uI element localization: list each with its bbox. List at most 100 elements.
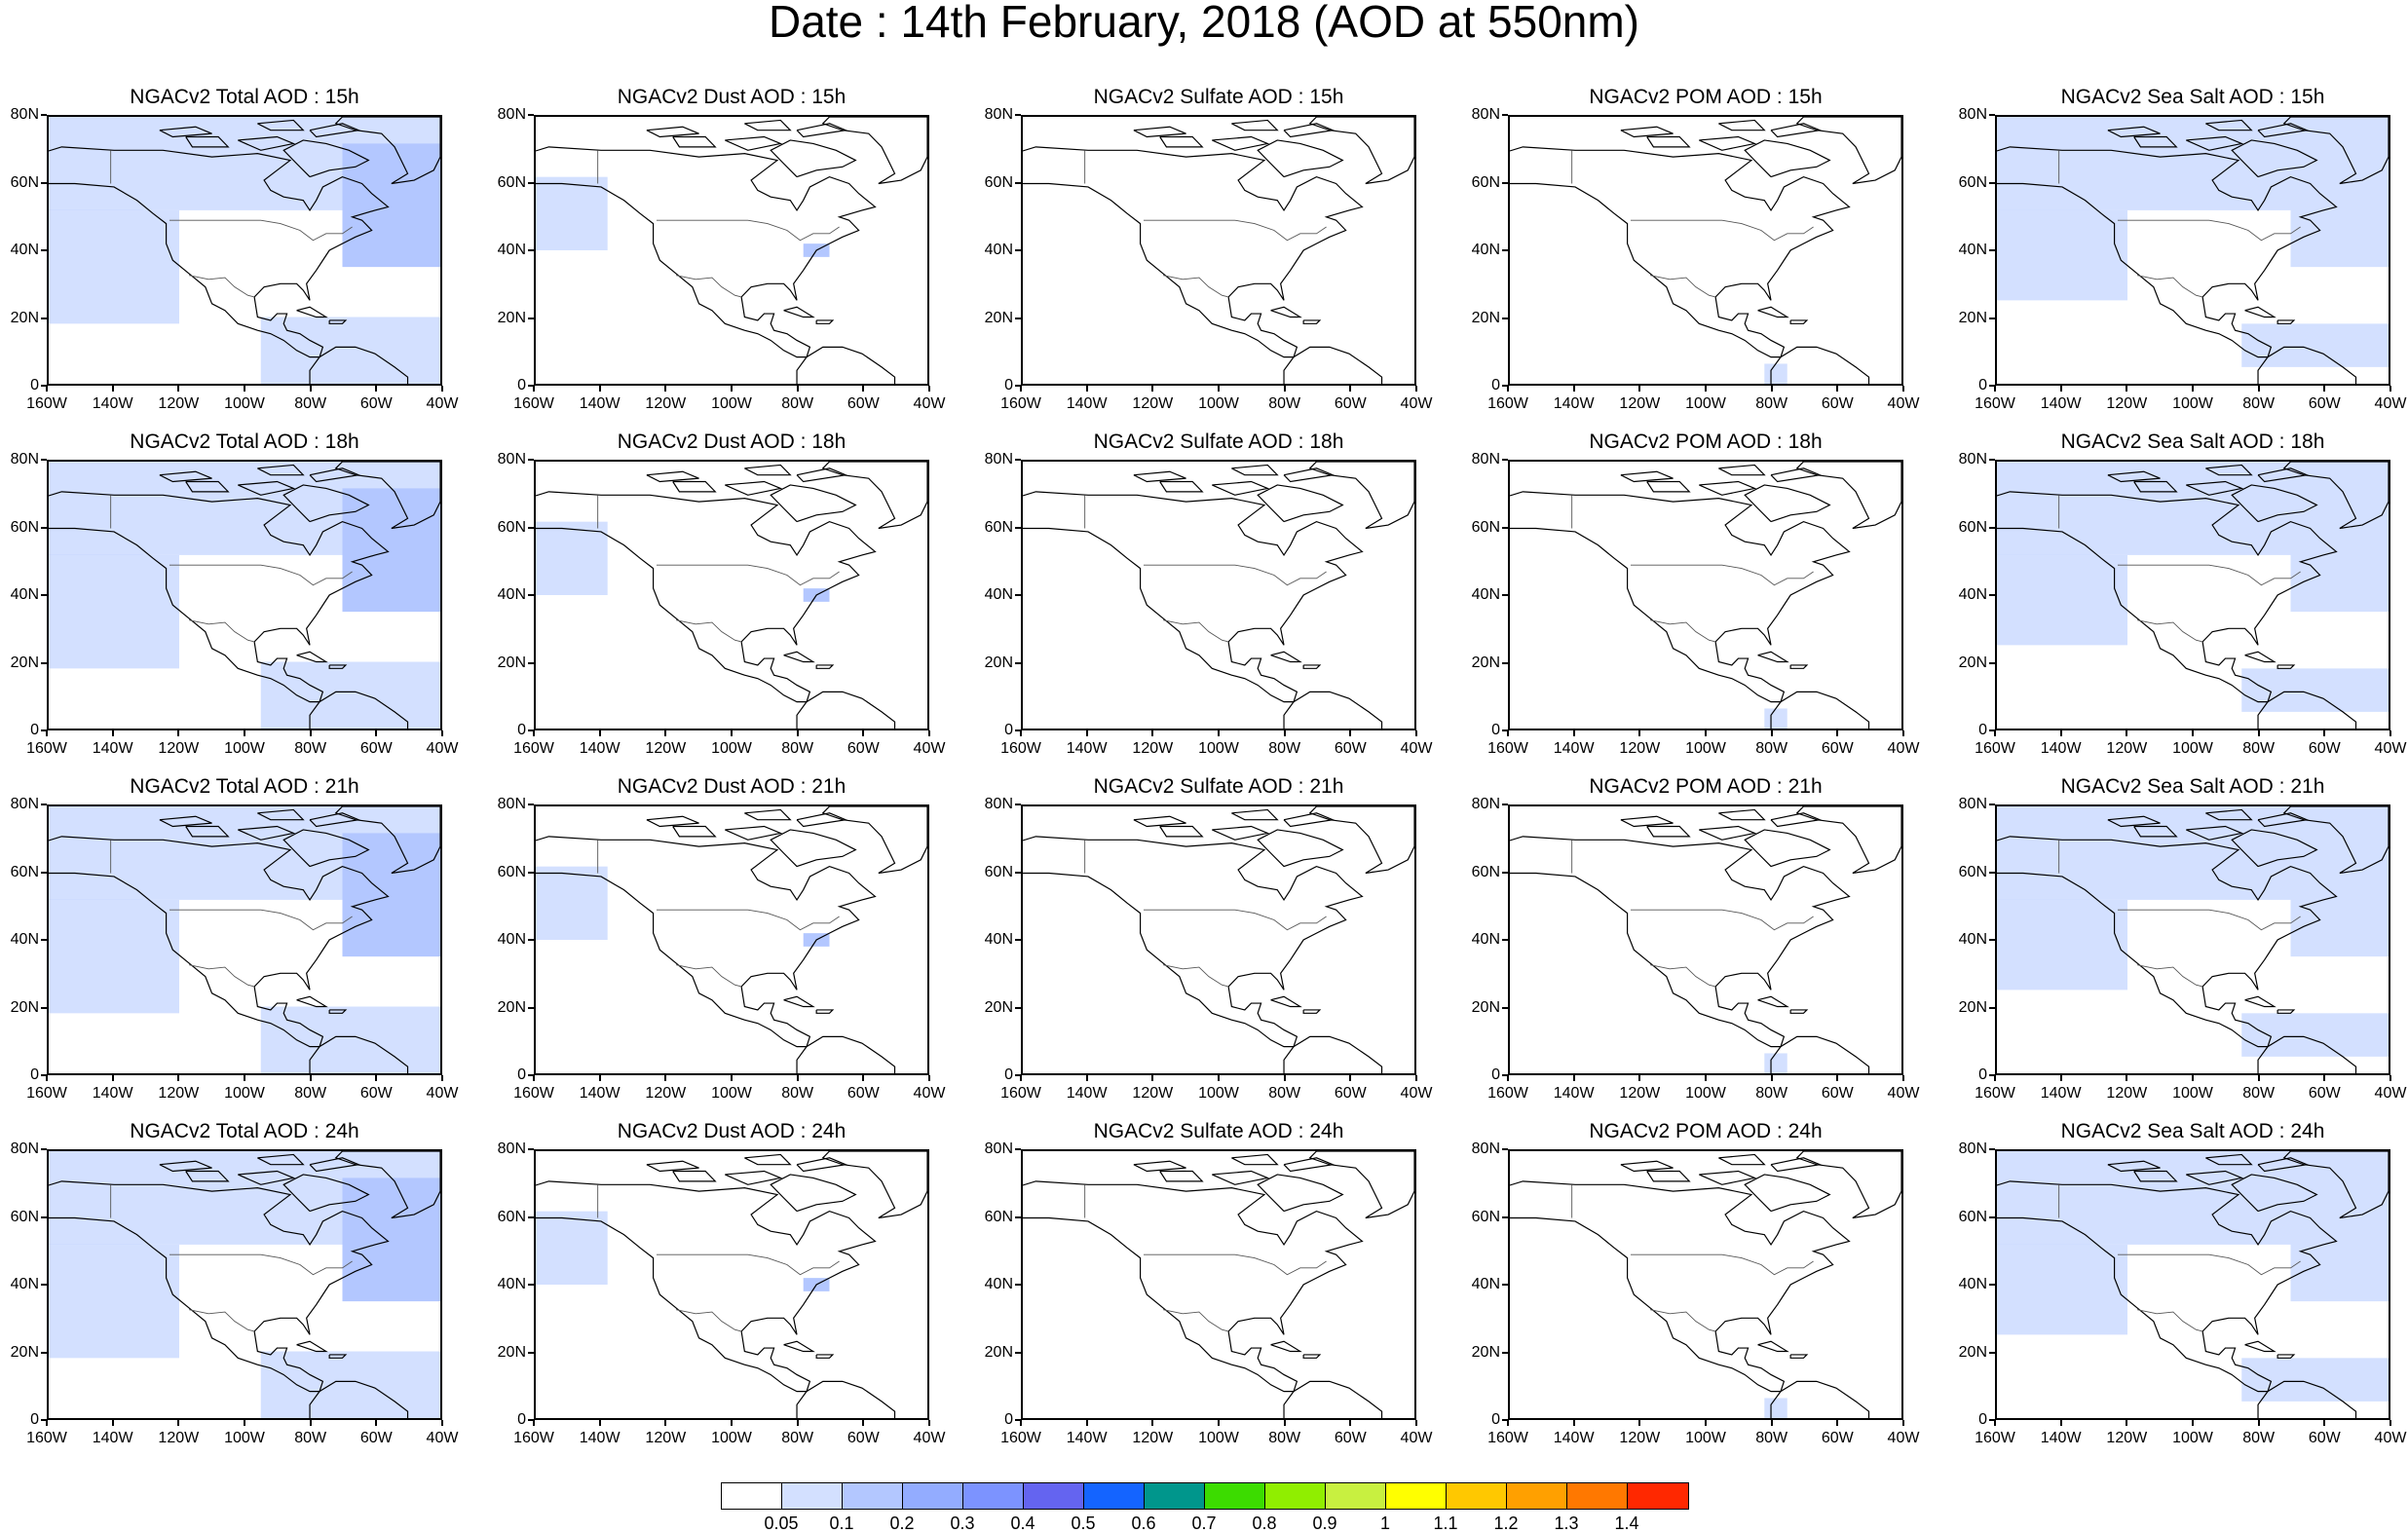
coastline xyxy=(1997,1180,2338,1393)
coastline xyxy=(783,306,815,318)
y-tick-label: 40N xyxy=(10,586,39,603)
x-tick-label: 40W xyxy=(913,395,946,412)
x-tick-label: 120W xyxy=(158,740,200,757)
x-tick-label: 140W xyxy=(2040,740,2082,757)
x-tick-label: 120W xyxy=(645,1430,687,1446)
coastline xyxy=(159,815,212,828)
x-tick-label: 80W xyxy=(2242,1430,2276,1446)
y-tick-label: 40N xyxy=(10,1276,39,1292)
y-tick xyxy=(41,939,47,941)
aod-patch xyxy=(2290,502,2389,613)
y-tick xyxy=(1015,729,1021,731)
aod-patch xyxy=(2241,668,2389,712)
coastline xyxy=(672,825,717,838)
y-tick-label: 60N xyxy=(10,863,39,880)
y-tick-label: 80N xyxy=(1958,796,1987,812)
x-tick-label: 140W xyxy=(1066,740,1108,757)
x-tick xyxy=(1572,730,1575,736)
coastline xyxy=(1770,467,1823,483)
x-tick xyxy=(244,1420,245,1426)
aod-patch xyxy=(1997,209,2127,301)
coastline xyxy=(1795,462,1901,530)
x-tick-label: 120W xyxy=(1132,1085,1174,1102)
aod-patch xyxy=(536,521,608,595)
x-tick-label: 100W xyxy=(711,1430,752,1446)
aod-patch xyxy=(536,866,608,940)
x-tick xyxy=(928,1420,930,1426)
national-border xyxy=(675,275,742,298)
y-tick-label: 60N xyxy=(10,173,39,191)
y-tick-label: 20N xyxy=(10,1343,39,1361)
coastline xyxy=(1133,470,1186,483)
x-tick xyxy=(1507,386,1509,392)
coastline xyxy=(1789,664,1809,669)
coastline xyxy=(1718,119,1766,131)
x-tick xyxy=(1770,1075,1773,1081)
colorbar-box xyxy=(1145,1483,1205,1509)
y-tick xyxy=(1989,1074,1995,1076)
coastline xyxy=(1699,1170,1757,1185)
national-border xyxy=(1649,964,1716,988)
x-tick xyxy=(1218,1420,1220,1426)
coastline xyxy=(821,1151,927,1219)
coastline xyxy=(2186,135,2244,151)
y-tick xyxy=(1989,249,1995,251)
x-tick xyxy=(1770,730,1773,736)
x-tick xyxy=(2389,730,2391,736)
aod-patch xyxy=(260,1006,440,1073)
coastline xyxy=(1770,1035,1870,1073)
coastline xyxy=(1257,484,1344,523)
national-border xyxy=(675,1309,742,1332)
x-tick-label: 40W xyxy=(1400,1430,1433,1446)
x-tick xyxy=(1415,386,1417,392)
x-tick xyxy=(1218,386,1220,392)
x-tick xyxy=(1638,386,1641,392)
y-tick xyxy=(1989,181,1995,184)
x-tick xyxy=(731,1420,733,1426)
y-tick xyxy=(1015,1006,1021,1009)
x-tick-label: 80W xyxy=(2242,395,2276,412)
x-tick xyxy=(598,1075,601,1081)
x-tick xyxy=(664,730,667,736)
coastline xyxy=(783,995,815,1008)
x-tick-label: 40W xyxy=(913,1430,946,1446)
y-tick xyxy=(1989,661,1995,664)
coastline xyxy=(2257,123,2310,138)
coastline xyxy=(257,1153,305,1166)
y-tick xyxy=(1502,181,1508,184)
x-tick-label: 120W xyxy=(645,740,687,757)
y-tick xyxy=(1502,939,1508,941)
y-tick xyxy=(528,1148,534,1150)
x-tick xyxy=(2059,1420,2062,1426)
y-tick-label: 60N xyxy=(1958,863,1987,880)
x-tick xyxy=(664,1075,667,1081)
colorbar-box xyxy=(1326,1483,1386,1509)
x-tick xyxy=(375,730,378,736)
y-tick xyxy=(1015,317,1021,319)
x-tick-label: 140W xyxy=(579,1085,621,1102)
x-tick xyxy=(2192,1075,2194,1081)
y-tick xyxy=(528,459,534,461)
coastline xyxy=(238,480,296,496)
y-tick xyxy=(41,1351,47,1354)
x-tick xyxy=(1705,1075,1707,1081)
y-tick xyxy=(1502,1148,1508,1150)
x-tick xyxy=(46,1075,48,1081)
y-tick xyxy=(1989,1215,1995,1218)
coastline xyxy=(2257,346,2357,384)
coastline xyxy=(282,484,370,523)
x-tick xyxy=(1085,1420,1088,1426)
panel-title-total-2: NGACv2 Total AOD : 21h xyxy=(130,775,359,798)
coastline xyxy=(536,1180,877,1393)
coastline xyxy=(725,480,783,496)
y-tick xyxy=(1989,1006,1995,1009)
y-tick-label: 80N xyxy=(984,451,1013,467)
coastline xyxy=(334,1151,440,1219)
y-tick xyxy=(528,1351,534,1354)
x-tick xyxy=(1705,386,1707,392)
y-tick-label: 80N xyxy=(1958,451,1987,467)
coastline xyxy=(1302,319,1322,324)
x-tick-label: 40W xyxy=(1887,1430,1920,1446)
coastline xyxy=(2107,815,2161,828)
coastline xyxy=(725,1170,783,1185)
